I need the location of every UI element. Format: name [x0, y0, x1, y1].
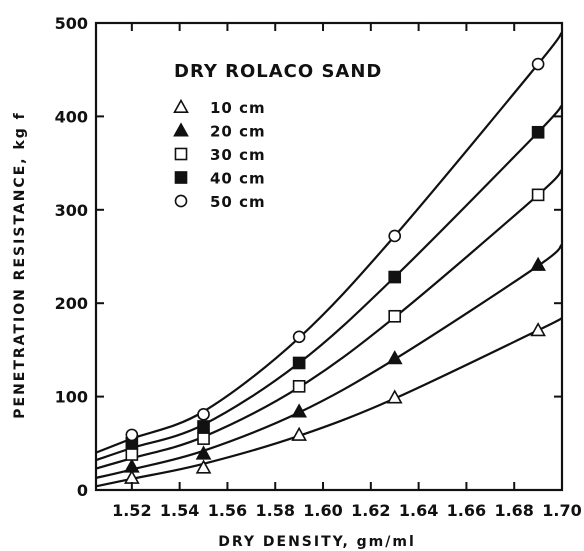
series-curve-30-cm [95, 168, 563, 470]
data-point-20-cm [291, 403, 307, 418]
data-point-10-cm [386, 389, 403, 404]
legend-title: DRY ROLACO SAND [174, 61, 382, 82]
series-curve-50-cm [95, 31, 563, 454]
legend-marker [174, 171, 188, 184]
data-point-50-cm [292, 330, 306, 344]
x-tick-label: 1.58 [255, 501, 294, 520]
data-point-20-cm [386, 350, 403, 365]
y-tick-label: 0 [77, 481, 88, 500]
legend-label: 10 cm [210, 99, 266, 117]
legend-marker [173, 98, 189, 113]
plot-border [94, 21, 564, 492]
legend-marker [173, 122, 189, 137]
data-point-50-cm [388, 229, 402, 243]
series-curves [95, 31, 563, 488]
x-tick-label: 1.62 [351, 501, 390, 520]
data-point-40-cm [531, 125, 545, 139]
data-point-50-cm [197, 408, 210, 421]
y-tick-label: 200 [55, 294, 88, 313]
plot-frame [94, 21, 564, 492]
x-tick-label: 1.66 [447, 501, 486, 520]
x-axis-label: DRY DENSITY, gm/ml [218, 534, 416, 550]
legend: DRY ROLACO SAND 10 cm 20 cm 30 cm 40 cm 50 c… [173, 61, 382, 211]
data-point-10-cm [530, 322, 546, 337]
legend-label: 40 cm [210, 170, 266, 188]
x-tick-label: 1.68 [494, 501, 533, 520]
data-point-20-cm [123, 458, 140, 473]
data-point-30-cm [388, 309, 402, 323]
data-point-10-cm [195, 459, 212, 474]
data-point-30-cm [531, 188, 545, 202]
y-tick-label: 400 [55, 107, 88, 126]
y-axis-label: PENETRATION RESISTANCE, kg f [12, 111, 28, 419]
axis-ticks: 1.52 1.54 1.56 1.58 1.60 1.62 1.64 1.66 1.68 1.70… [55, 14, 582, 520]
legend-label: 20 cm [210, 123, 266, 141]
legend-marker [174, 147, 188, 161]
data-point-50-cm [125, 428, 139, 442]
data-point-30-cm [292, 380, 306, 393]
data-point-30-cm [197, 432, 210, 445]
data-point-20-cm [195, 445, 212, 460]
data-point-40-cm [292, 356, 306, 370]
legend-label: 50 cm [210, 193, 266, 211]
legend-label: 30 cm [210, 146, 266, 164]
y-tick-label: 500 [55, 14, 88, 33]
y-tick-label: 300 [55, 201, 88, 220]
x-tick-label: 1.60 [303, 501, 342, 520]
x-tick-label: 1.70 [542, 501, 581, 520]
data-point-10-cm [291, 426, 307, 441]
data-point-30-cm [125, 448, 139, 461]
y-tick-label: 100 [55, 388, 88, 407]
x-tick-label: 1.64 [399, 501, 438, 520]
x-tick-label: 1.56 [208, 501, 247, 520]
x-tick-label: 1.52 [112, 501, 151, 520]
data-point-50-cm [531, 57, 545, 71]
data-point-40-cm [197, 420, 210, 433]
series-curve-40-cm [95, 104, 563, 462]
legend-items: 10 cm 20 cm 30 cm 40 cm 50 cm [173, 98, 266, 211]
x-tick-label: 1.54 [160, 501, 199, 520]
legend-marker [174, 194, 188, 208]
data-point-20-cm [530, 256, 546, 271]
series-curve-20-cm [95, 243, 563, 479]
data-markers [123, 57, 546, 484]
data-point-40-cm [388, 270, 402, 284]
